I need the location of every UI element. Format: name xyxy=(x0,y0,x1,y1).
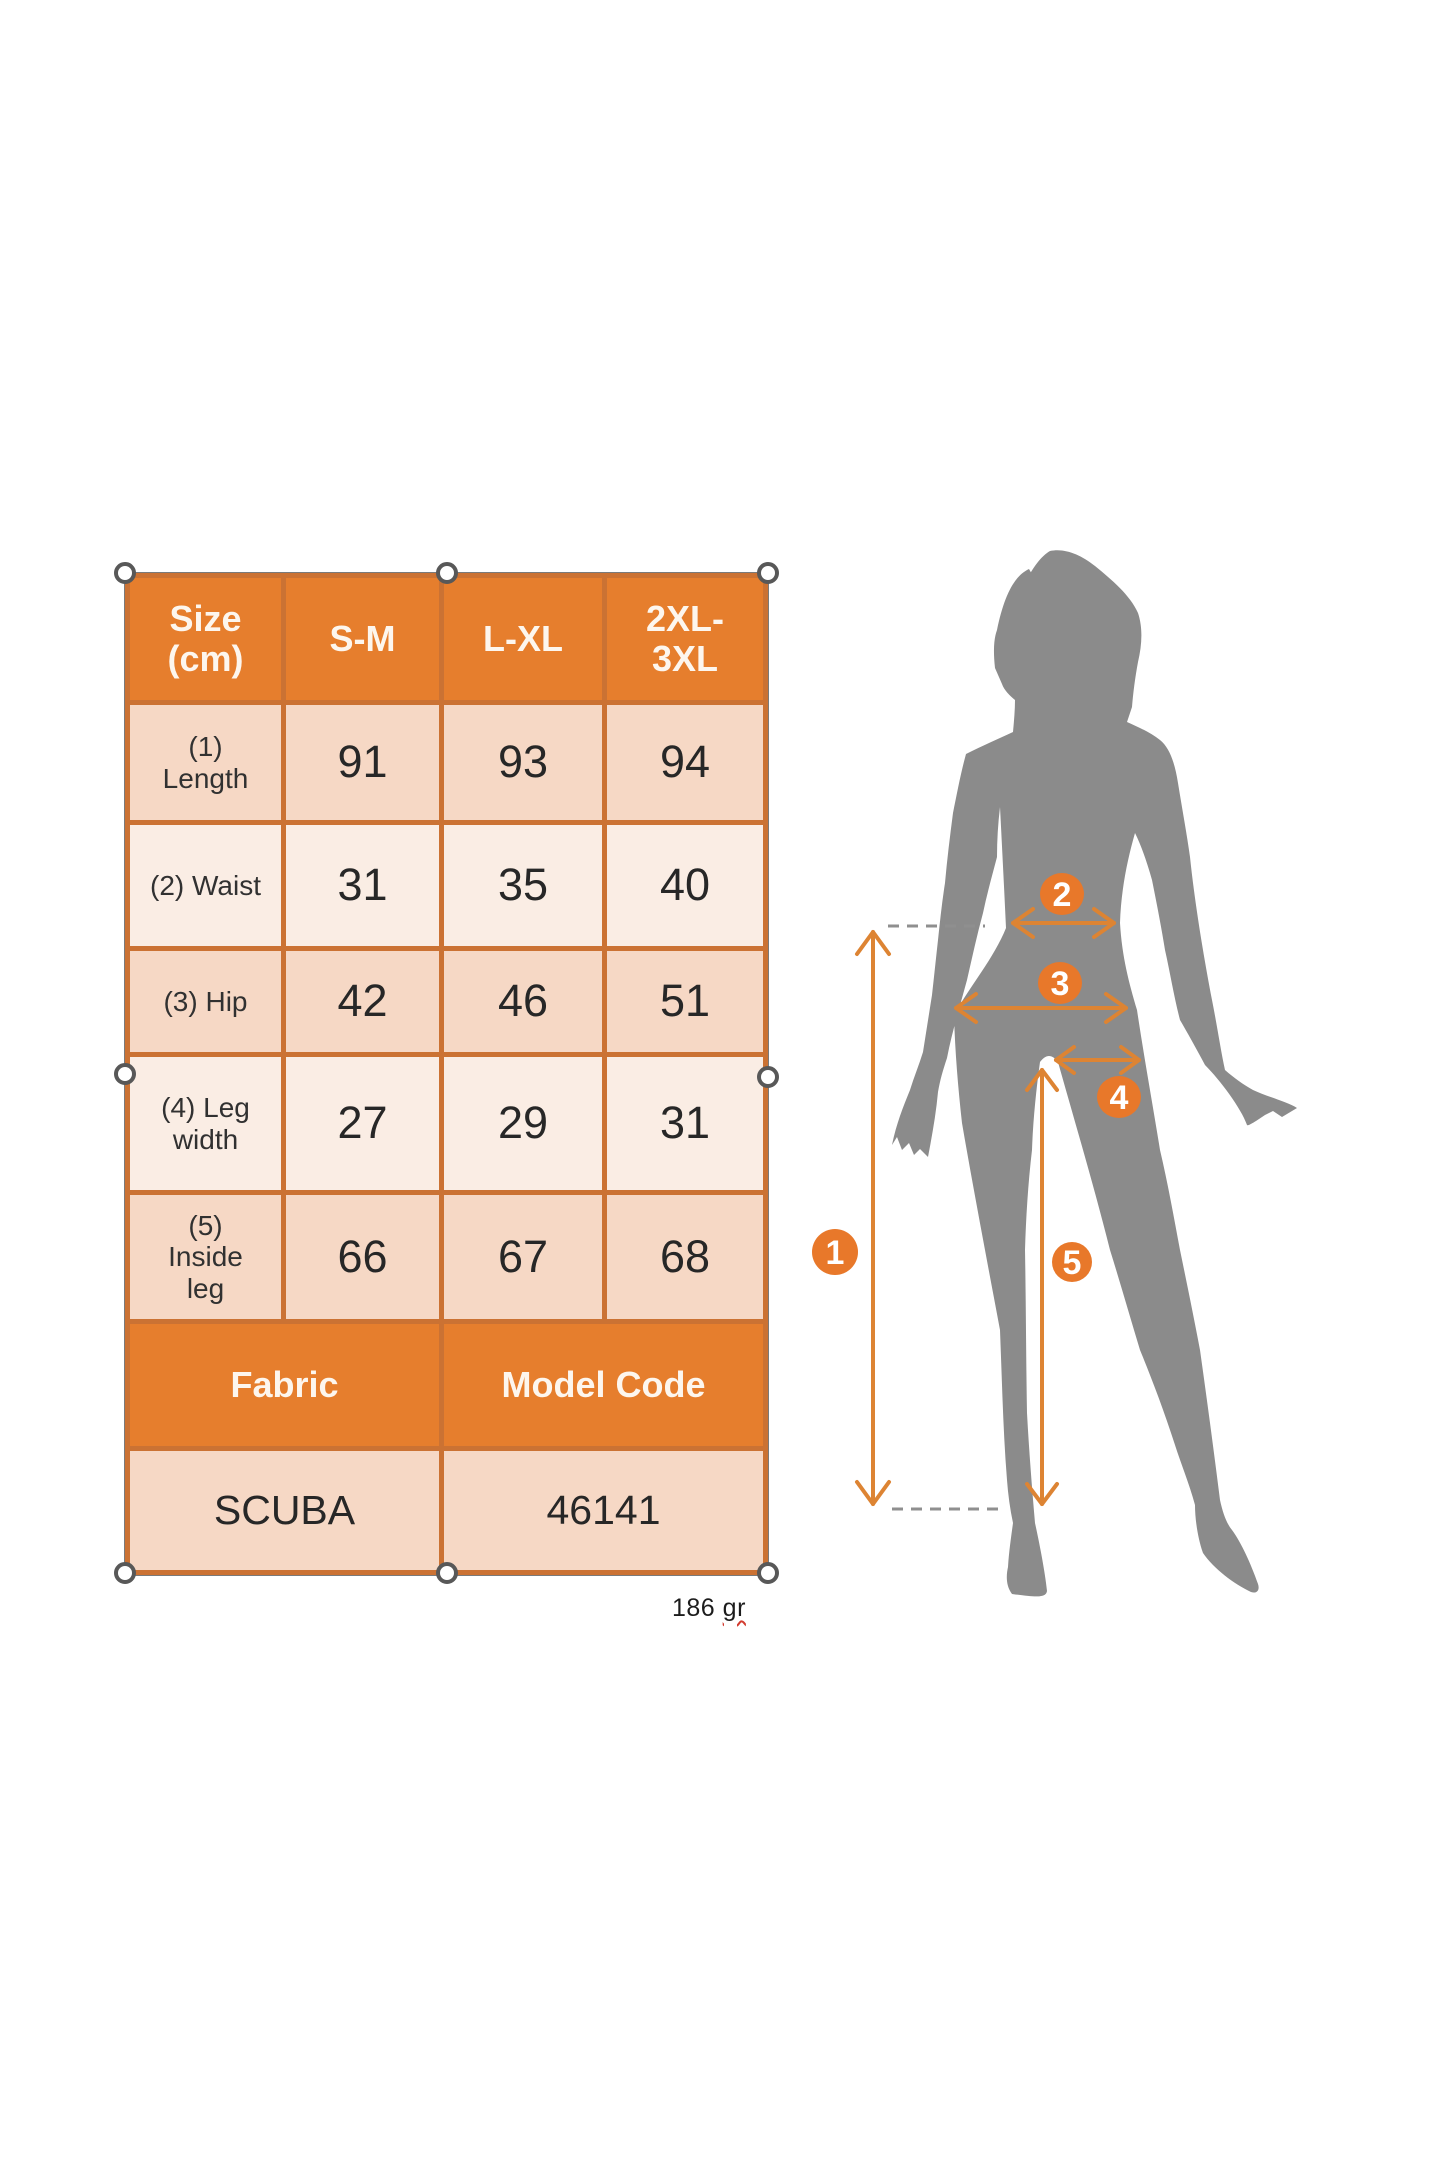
col-header-2xl-3xl: 2XL- 3XL xyxy=(607,578,763,700)
value-cell: 68 xyxy=(607,1195,763,1319)
row-label-cell: (2) Waist xyxy=(130,825,281,946)
row-label-cell: (1) Length xyxy=(130,705,281,820)
selection-handle-middle-left[interactable] xyxy=(114,1063,136,1085)
value-cell: 31 xyxy=(286,825,439,946)
selection-handle-top-left[interactable] xyxy=(114,562,136,584)
value-cell: 42 xyxy=(286,951,439,1052)
svg-text:4: 4 xyxy=(1110,1079,1129,1117)
waist-arrow xyxy=(1011,907,1116,939)
selection-handle-top-right[interactable] xyxy=(757,562,779,584)
marker-2: 2 xyxy=(1040,873,1084,915)
leg-width-arrow xyxy=(1054,1045,1141,1075)
measurement-figure: 1 2 3 4 5 xyxy=(812,550,1297,1597)
value-cell: 46 xyxy=(444,951,602,1052)
value-cell: 27 xyxy=(286,1057,439,1190)
size-table[interactable]: Size (cm) S-M L-XL 2XL- 3XL (1) Length 91… xyxy=(125,573,768,1575)
selection-handle-middle-right[interactable] xyxy=(757,1066,779,1088)
selection-handle-bottom-left[interactable] xyxy=(114,1562,136,1584)
weight-unit: gr xyxy=(722,1594,746,1622)
row-label-cell: (5) Inside leg xyxy=(130,1195,281,1319)
inside-leg-arrow xyxy=(1025,1068,1059,1506)
selection-handle-bottom-right[interactable] xyxy=(757,1562,779,1584)
fabric-header-cell: Fabric xyxy=(130,1324,439,1446)
value-cell: 66 xyxy=(286,1195,439,1319)
value-cell: 94 xyxy=(607,705,763,820)
selection-handle-bottom-middle[interactable] xyxy=(436,1562,458,1584)
marker-1: 1 xyxy=(812,1229,858,1275)
model-code-header-cell: Model Code xyxy=(444,1324,763,1446)
value-cell: 91 xyxy=(286,705,439,820)
marker-5: 5 xyxy=(1052,1242,1092,1282)
col-header-size: Size (cm) xyxy=(130,578,281,700)
fabric-value-cell: SCUBA xyxy=(130,1451,439,1570)
value-cell: 51 xyxy=(607,951,763,1052)
model-code-value-cell: 46141 xyxy=(444,1451,763,1570)
col-header-l-xl: L-XL xyxy=(444,578,602,700)
selection-handle-top-middle[interactable] xyxy=(436,562,458,584)
marker-4: 4 xyxy=(1097,1076,1141,1118)
hip-arrow xyxy=(954,992,1128,1024)
value-cell: 67 xyxy=(444,1195,602,1319)
col-header-s-m: S-M xyxy=(286,578,439,700)
female-silhouette xyxy=(892,550,1297,1597)
svg-text:1: 1 xyxy=(826,1234,845,1272)
row-label-cell: (3) Hip xyxy=(130,951,281,1052)
value-cell: 35 xyxy=(444,825,602,946)
value-cell: 93 xyxy=(444,705,602,820)
size-table-grid: Size (cm) S-M L-XL 2XL- 3XL (1) Length 91… xyxy=(125,573,768,1575)
weight-amount: 186 xyxy=(672,1594,716,1622)
value-cell: 29 xyxy=(444,1057,602,1190)
length-arrow xyxy=(855,930,891,1506)
svg-text:2: 2 xyxy=(1053,876,1072,914)
svg-text:3: 3 xyxy=(1051,965,1070,1003)
value-cell: 31 xyxy=(607,1057,763,1190)
svg-text:5: 5 xyxy=(1063,1244,1082,1282)
marker-3: 3 xyxy=(1038,962,1082,1004)
weight-note: 186 gr xyxy=(672,1594,746,1623)
value-cell: 40 xyxy=(607,825,763,946)
row-label-cell: (4) Leg width xyxy=(130,1057,281,1190)
